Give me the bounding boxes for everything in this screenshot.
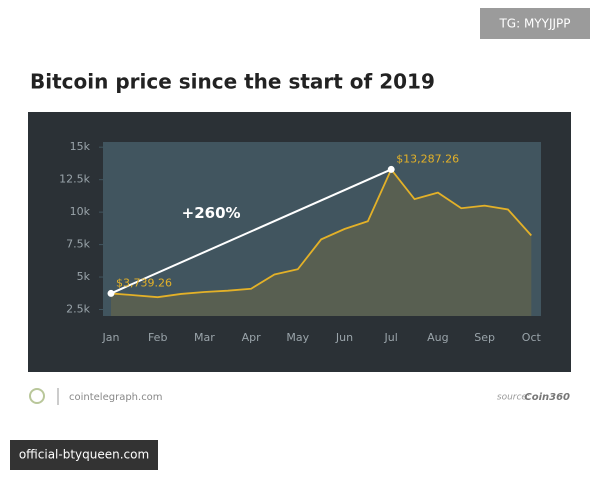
x-tick-label: May xyxy=(286,331,309,344)
source-label: source: xyxy=(497,393,530,403)
x-tick-label: Jan xyxy=(102,331,120,344)
x-tick-label: Apr xyxy=(242,331,262,344)
y-tick-label: 15k xyxy=(70,140,91,153)
x-tick-label: Jul xyxy=(384,331,398,344)
gain-arrow xyxy=(110,168,392,295)
watermark-box xyxy=(480,8,590,39)
logo xyxy=(29,388,45,404)
x-tick-label: Aug xyxy=(427,331,448,344)
y-tick-label: 5k xyxy=(77,270,91,283)
banner: official-btyqueen.com xyxy=(19,448,149,462)
value-label: $3,739.26 xyxy=(116,276,172,289)
value-label: $13,287.26 xyxy=(396,152,459,165)
x-tick-label: Feb xyxy=(148,331,167,344)
labeled-point xyxy=(387,165,395,173)
price-line xyxy=(110,167,532,299)
watermark: TG: MYYJJPP xyxy=(498,17,570,31)
y-tick-label: 7.5k xyxy=(66,238,90,251)
y-tick-label: 12.5k xyxy=(59,173,90,186)
chart-title: Bitcoin price since the start of 2019 xyxy=(30,70,435,94)
x-tick-label: Jun xyxy=(335,331,353,344)
x-tick-label: Sep xyxy=(474,331,495,344)
y-tick-label: 10k xyxy=(70,205,91,218)
y-tick-label: 2.5k xyxy=(66,303,90,316)
x-tick-label: Mar xyxy=(194,331,215,344)
banner-box xyxy=(10,440,158,470)
annotation: +260% xyxy=(182,204,241,222)
labeled-point xyxy=(107,289,115,297)
area xyxy=(111,169,532,316)
x-tick-label: Oct xyxy=(522,331,542,344)
site: cointelegraph.com xyxy=(69,392,163,403)
source: Coin360 xyxy=(524,392,570,403)
